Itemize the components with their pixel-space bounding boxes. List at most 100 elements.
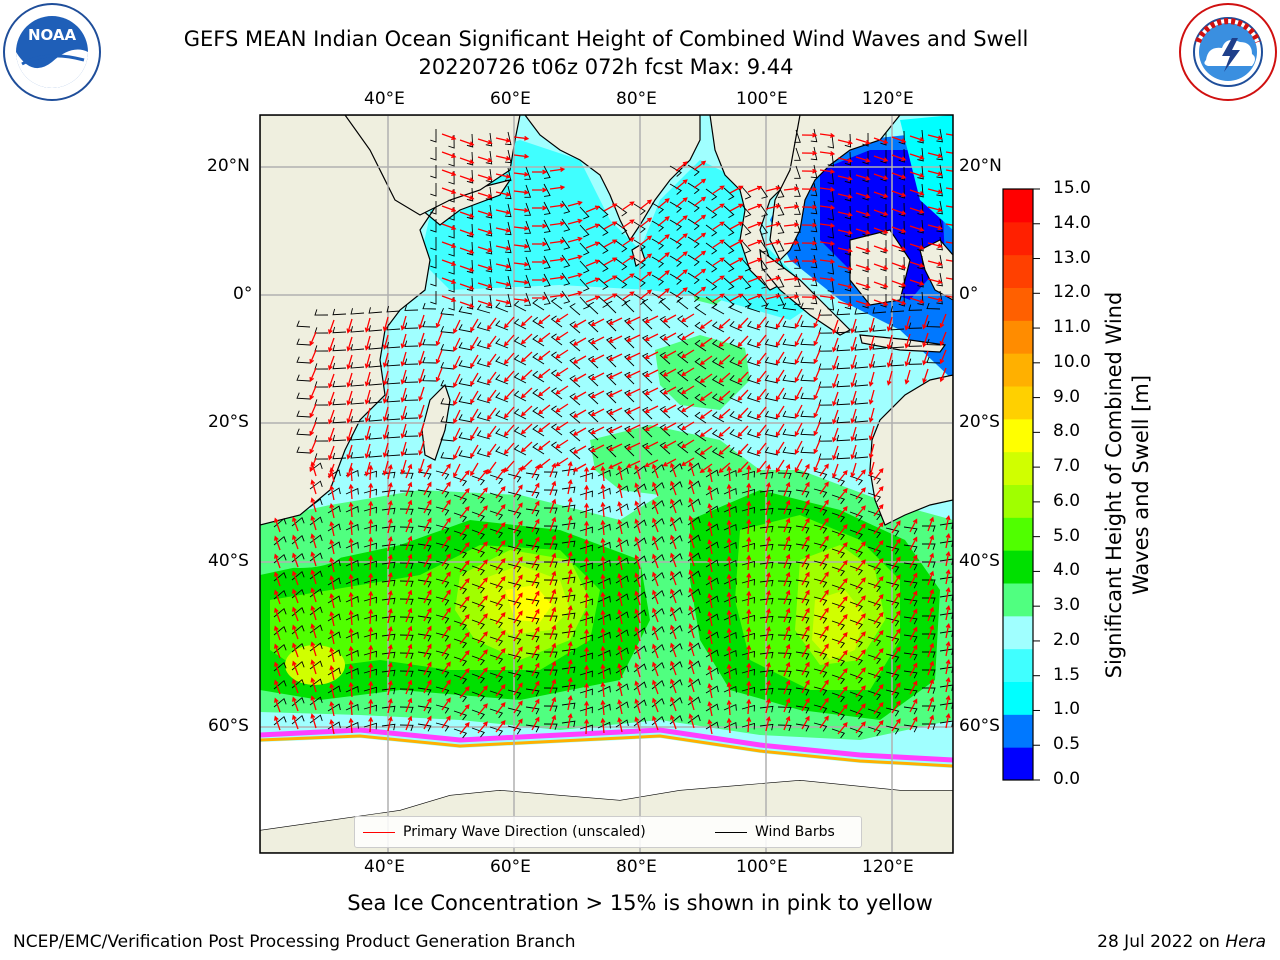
wave-direction-arrow: [711, 293, 725, 303]
wind-barb: [399, 634, 414, 642]
wind-barb: [386, 431, 401, 439]
wave-direction-arrow: [368, 536, 374, 553]
wind-barb: [399, 472, 414, 480]
wind-barb: [579, 724, 593, 732]
wave-direction-arrow: [813, 367, 821, 383]
wave-direction-arrow: [904, 351, 911, 367]
wind-barb: [579, 670, 593, 678]
wave-direction-arrow: [891, 700, 901, 714]
wind-barb: [386, 377, 401, 385]
wind-barb: [471, 547, 485, 558]
wind-barb: [363, 668, 377, 676]
wave-direction-arrow: [387, 662, 393, 678]
wind-barb: [597, 631, 611, 639]
wind-barb: [485, 294, 493, 309]
wave-direction-arrow: [909, 698, 918, 713]
wind-barb: [880, 203, 887, 218]
wave-direction-arrow: [909, 279, 925, 286]
wave-direction-arrow: [726, 663, 732, 680]
wind-barb: [615, 521, 629, 530]
wind-barb: [525, 670, 540, 679]
wind-barb: [898, 130, 905, 145]
wind-barb: [615, 575, 629, 584]
wave-direction-arrow: [756, 424, 767, 438]
wave-direction-arrow: [855, 577, 866, 590]
wave-direction-arrow: [688, 605, 695, 621]
wave-direction-arrow: [675, 269, 688, 280]
wave-direction-arrow: [699, 463, 713, 474]
wave-direction-arrow: [486, 425, 497, 439]
wave-direction-arrow: [832, 409, 839, 425]
wave-direction-arrow: [634, 554, 641, 570]
wave-direction-arrow: [418, 368, 425, 384]
wave-direction-arrow: [555, 439, 569, 449]
wave-direction-arrow: [549, 606, 557, 622]
wave-direction-arrow: [801, 661, 810, 676]
landmass-sri-lanka: [631, 244, 646, 267]
wave-direction-arrow: [639, 253, 653, 264]
wind-barb: [867, 546, 882, 557]
wave-direction-arrow: [801, 463, 810, 478]
wave-direction-arrow: [670, 678, 677, 694]
wave-direction-arrow: [513, 574, 523, 588]
wave-direction-arrow: [600, 555, 606, 572]
wind-barb: [800, 428, 815, 436]
wind-barb: [543, 255, 551, 269]
wave-direction-arrow: [927, 278, 943, 285]
wind-barb: [471, 601, 485, 612]
wave-direction-arrow: [441, 643, 451, 657]
wind-barb: [466, 223, 474, 238]
wind-barb: [723, 487, 737, 495]
wind-barb: [579, 508, 593, 516]
wave-direction-arrow: [927, 642, 935, 658]
wave-direction-arrow: [909, 207, 925, 214]
wave-direction-arrow: [644, 351, 659, 359]
wave-direction-arrow: [855, 649, 866, 662]
wave-direction-arrow: [309, 385, 317, 401]
wave-direction-arrow: [855, 192, 871, 199]
wind-barb: [854, 308, 869, 315]
wave-direction-arrow: [909, 153, 925, 160]
wave-direction-arrow: [309, 439, 317, 455]
wind-barb: [404, 430, 419, 437]
wind-barb: [458, 432, 473, 441]
wave-direction-arrow: [477, 685, 488, 698]
wave-direction-arrow: [585, 223, 601, 231]
wind-barb: [903, 580, 918, 589]
wind-barb: [466, 241, 474, 256]
wave-direction-arrow: [617, 609, 623, 625]
wind-barb: [917, 201, 924, 216]
wind-barb: [532, 442, 545, 455]
wave-direction-arrow: [891, 208, 907, 216]
wave-direction-arrow: [746, 464, 752, 481]
lat-tick-left-40s: 40°S: [208, 551, 249, 571]
wave-direction-arrow: [477, 613, 488, 626]
wave-direction-arrow: [718, 462, 731, 474]
wind-barb: [605, 336, 617, 350]
wave-direction-arrow: [873, 245, 889, 252]
wind-barb: [898, 166, 905, 181]
wind-barb: [579, 616, 593, 624]
wind-barb: [417, 723, 432, 732]
wind-barb: [836, 452, 851, 460]
lat-tick-left-0: 0°: [233, 284, 253, 304]
wind-barb: [525, 472, 540, 481]
wave-direction-arrow: [909, 225, 925, 232]
wave-direction-arrow: [837, 193, 853, 199]
wind-barb: [651, 202, 665, 214]
wave-direction-arrow: [495, 467, 506, 481]
wind-barb: [386, 323, 401, 331]
wind-barb: [440, 380, 455, 388]
wind-barb: [532, 334, 545, 347]
lat-tick-left-20s: 20°S: [208, 412, 249, 432]
colorbar-segment: [1003, 583, 1033, 617]
wind-barb: [831, 494, 846, 505]
wave-direction-arrow: [549, 239, 566, 245]
wind-barb: [615, 557, 629, 566]
wind-barb: [741, 722, 755, 730]
wave-direction-arrow: [693, 268, 707, 279]
wind-barb: [507, 689, 522, 699]
wave-direction-arrow: [600, 519, 606, 536]
wave-direction-arrow: [441, 535, 451, 549]
wind-barb: [677, 423, 689, 436]
